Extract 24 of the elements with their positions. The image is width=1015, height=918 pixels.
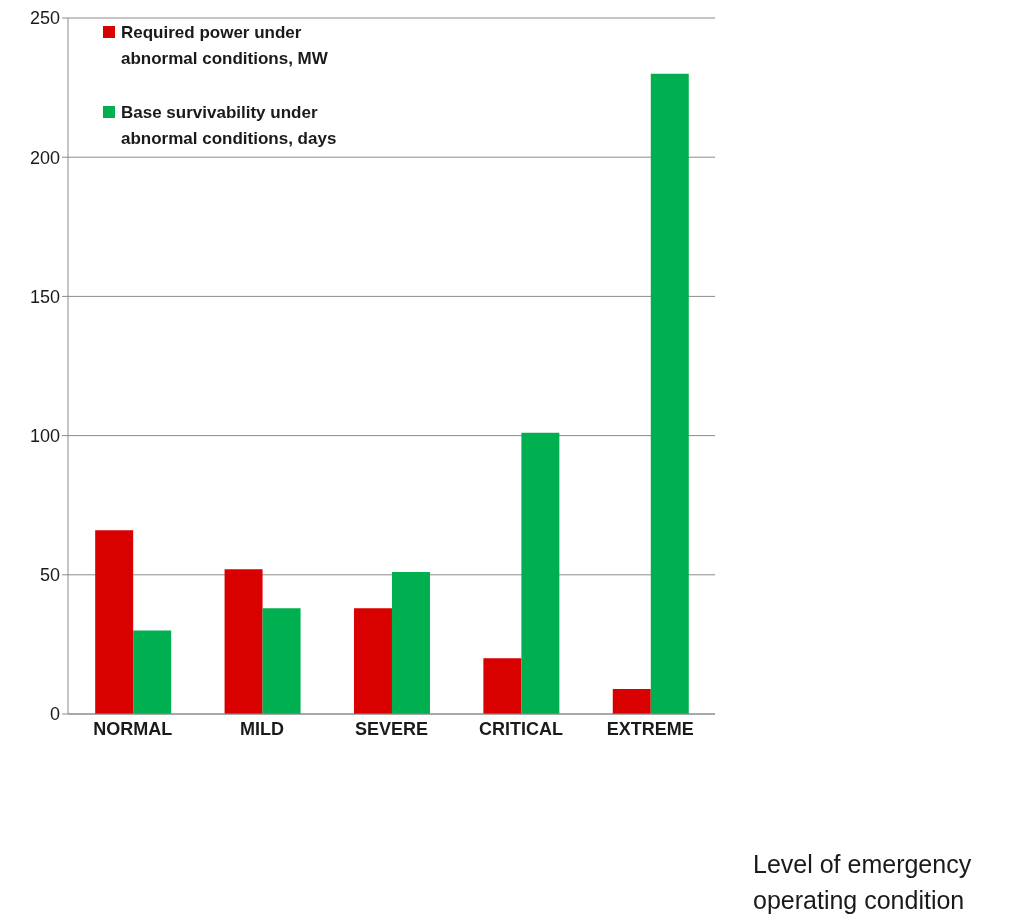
bar xyxy=(353,608,392,714)
y-tick-label: 200 xyxy=(29,147,60,168)
bar xyxy=(95,530,134,714)
x-tick-label: MILD xyxy=(240,718,285,739)
x-tick-label: SEVERE xyxy=(354,718,429,739)
legend-label: Base survivability under abnormal conditions, days xyxy=(121,102,338,150)
legend-label: Required power under abnormal conditions, MW xyxy=(121,22,329,70)
bar xyxy=(224,569,263,714)
bar xyxy=(133,630,172,714)
x-tick-label: EXTREME xyxy=(606,718,694,739)
bar xyxy=(391,572,430,714)
bar xyxy=(521,432,560,714)
y-tick-label: 150 xyxy=(29,286,60,307)
x-tick-label: NORMAL xyxy=(93,718,173,739)
bar xyxy=(483,658,522,714)
y-tick-label: 0 xyxy=(49,704,60,725)
x-axis-title: Level of emergency operating condition xyxy=(753,849,973,916)
y-tick-label: 250 xyxy=(29,8,60,29)
bar xyxy=(262,608,301,714)
y-tick-label: 100 xyxy=(29,425,60,446)
x-tick-label: CRITICAL xyxy=(478,718,563,739)
y-tick-label: 50 xyxy=(39,565,60,586)
bar xyxy=(612,688,651,714)
bar xyxy=(650,73,689,714)
